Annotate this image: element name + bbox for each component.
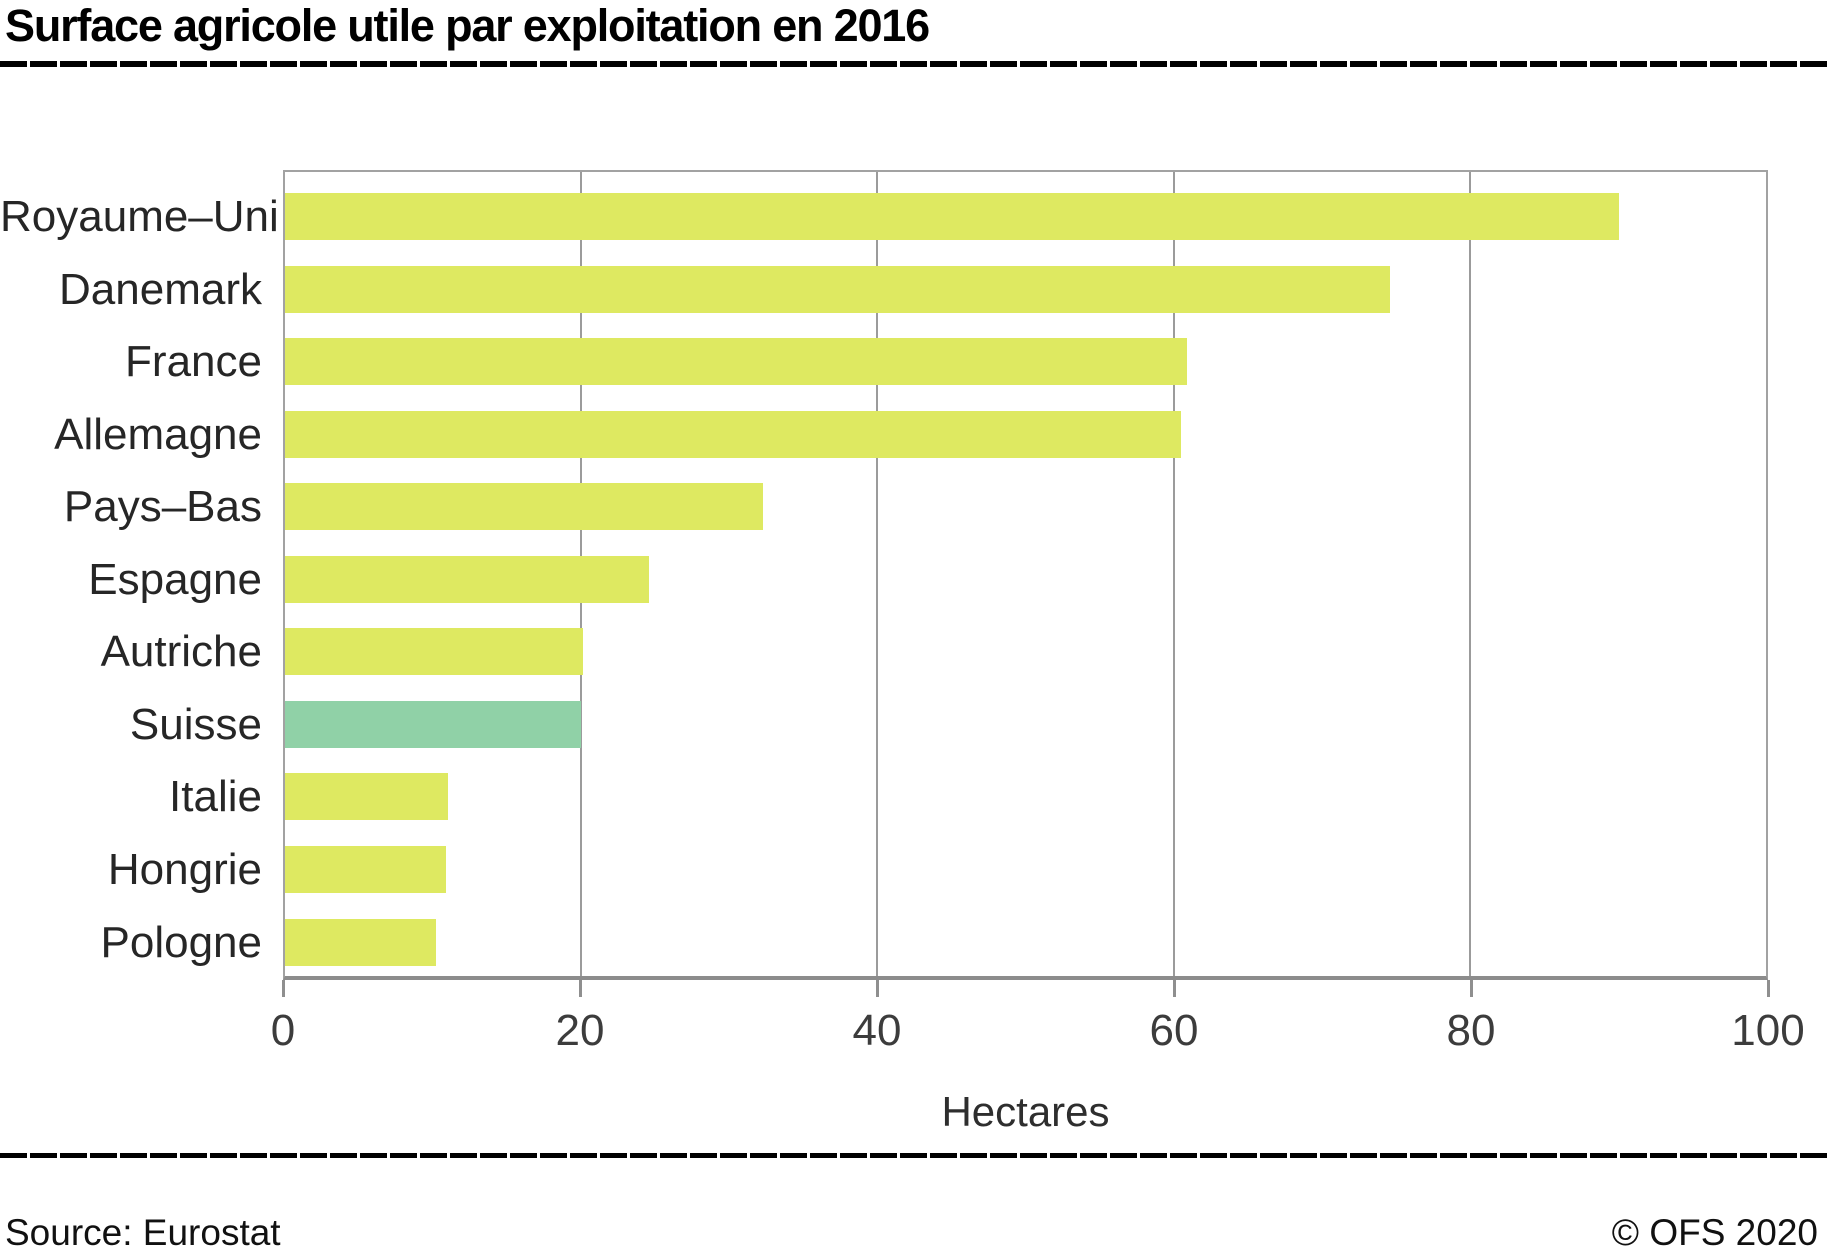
x-axis: 0 20 40 60 80 100	[271, 980, 1805, 1070]
footer-divider	[0, 1153, 1829, 1158]
bar-hongrie	[285, 845, 447, 893]
bar-italie	[285, 773, 448, 821]
x-tick-label-0: 0	[270, 1006, 296, 1055]
x-tick-label-20: 20	[555, 1006, 605, 1055]
x-tick-mark-40	[876, 980, 879, 997]
footer-copyright: © OFS 2020	[1611, 1212, 1818, 1253]
category-label-pologne: Pologne	[100, 917, 262, 967]
category-label-allemagne: Allemagne	[54, 409, 262, 459]
category-label-royaume-uni: Royaume–Uni	[0, 192, 279, 241]
category-label-danemark: Danemark	[59, 264, 262, 314]
x-axis-title: Hectares	[941, 1088, 1110, 1135]
bar-france	[285, 338, 1187, 386]
x-tick-label-60: 60	[1149, 1006, 1199, 1055]
category-label-pays-bas: Pays–Bas	[63, 482, 262, 532]
x-tick-label-40: 40	[852, 1006, 902, 1055]
bar-pologne	[285, 918, 437, 966]
x-tick-mark-0	[282, 980, 285, 997]
bar-espagne	[285, 555, 650, 603]
gridline-80	[1468, 172, 1471, 976]
bar-allemagne	[285, 410, 1181, 458]
bar-danemark	[285, 265, 1390, 313]
category-label-espagne: Espagne	[88, 554, 262, 604]
x-tick-mark-60	[1173, 980, 1176, 997]
category-label-suisse: Suisse	[129, 699, 262, 749]
title-divider	[0, 61, 1829, 67]
category-label-hongrie: Hongrie	[107, 844, 262, 894]
x-tick-label-80: 80	[1446, 1006, 1496, 1055]
x-tick-mark-80	[1470, 980, 1473, 997]
gridline-40	[876, 172, 879, 976]
gridline-60	[1172, 172, 1175, 976]
category-label-autriche: Autriche	[100, 627, 262, 677]
bar-royaume-uni	[285, 193, 1620, 240]
x-tick-mark-100	[1767, 980, 1770, 997]
x-tick-mark-20	[579, 980, 582, 997]
chart-title: Surface agricole utile par exploitation …	[5, 0, 930, 51]
category-labels-column: Royaume–Uni Danemark France Allemagne Pays–B…	[0, 172, 279, 978]
bar-pays-bas	[285, 483, 764, 531]
x-tick-label-100: 100	[1731, 1006, 1805, 1055]
bar-suisse	[285, 700, 582, 748]
category-label-france: France	[125, 337, 262, 387]
category-label-italie: Italie	[169, 772, 262, 822]
footer-source: Source: Eurostat	[5, 1212, 281, 1253]
bar-autriche	[285, 628, 583, 676]
plot-area	[283, 170, 1768, 980]
